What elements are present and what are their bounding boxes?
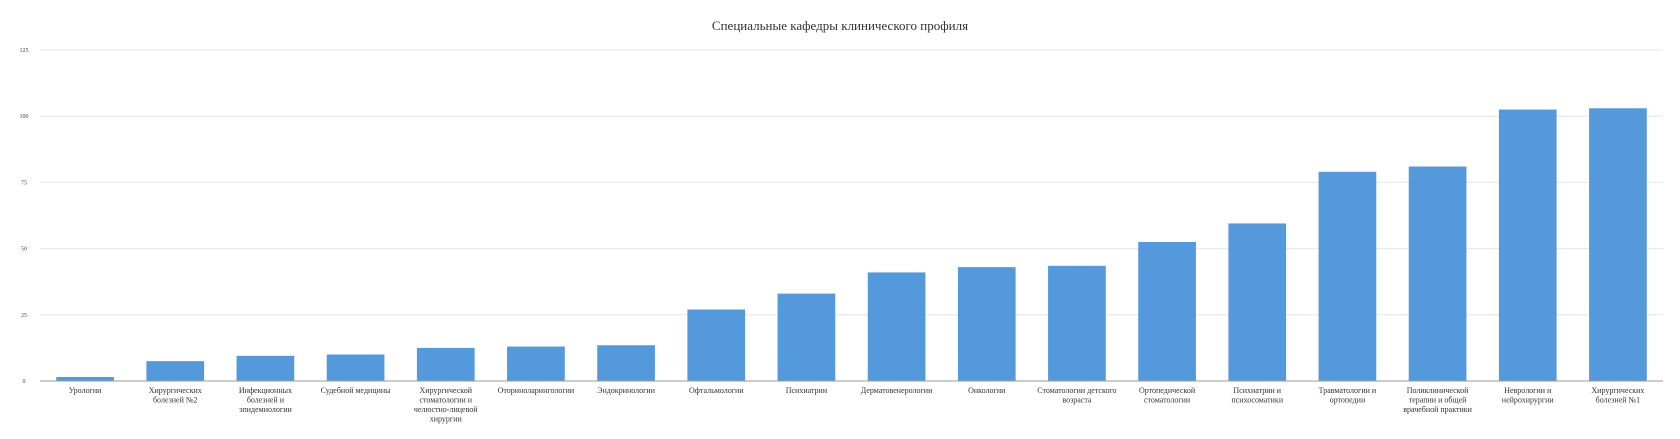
x-tick-label: Инфекционных болезней и эпидемиологии — [239, 386, 293, 414]
x-tick-label: Эндокринологии — [597, 386, 656, 395]
x-tick-label: Травматологии и ортопедии — [1319, 386, 1377, 405]
x-tick-label-line: Травматологии и — [1319, 386, 1377, 395]
x-tick-label: Судебной медицины — [321, 386, 392, 395]
bar — [777, 293, 836, 381]
x-tick-label: Офтальмологии — [689, 386, 744, 395]
x-tick-label-line: Поликлинической — [1407, 386, 1469, 395]
x-tick-label-line: стоматологии — [1144, 396, 1191, 405]
y-axis-ticks: 0 25 50 75 100 125 — [20, 48, 29, 385]
x-tick-label: Психиатрии — [786, 386, 828, 395]
bar — [56, 377, 114, 381]
x-tick-label: Дерматовенерологии — [861, 386, 933, 395]
x-tick-label-line: Инфекционных — [239, 386, 292, 395]
bar — [507, 346, 565, 381]
x-tick-label-line: челюстно-лицевой — [414, 405, 478, 414]
x-tick-label-line: хирургии — [430, 415, 463, 424]
bar — [416, 347, 475, 381]
x-tick-label-line: Онкологии — [968, 386, 1006, 395]
x-tick-label-line: Ортопедической — [1139, 386, 1196, 395]
gridlines — [40, 49, 1663, 316]
x-tick-label-line: Эндокринологии — [597, 386, 656, 395]
x-tick-label-line: Дерматовенерологии — [861, 386, 933, 395]
x-tick-label-line: Судебной медицины — [321, 386, 392, 395]
bar — [326, 354, 385, 381]
y-tick-label: 25 — [21, 313, 27, 319]
x-tick-label: Поликлинической терапии и общей врачебной … — [1403, 386, 1472, 414]
x-tick-label-line: Оториноларингологии — [498, 386, 575, 395]
bar — [146, 361, 205, 381]
x-tick-label-line: эпидемиологии — [239, 405, 292, 414]
y-tick-label: 125 — [20, 48, 29, 54]
x-tick-label-line: Психиатрии и — [1233, 386, 1281, 395]
y-tick-label: 50 — [21, 247, 27, 253]
x-tick-label: Неврологии и нейрохирургии — [1502, 386, 1555, 405]
x-tick-label-line: болезней и — [247, 396, 285, 405]
x-tick-label-line: Психиатрии — [786, 386, 828, 395]
x-tick-label-line: возраста — [1062, 396, 1092, 405]
bar — [1498, 109, 1557, 381]
x-tick-label-line: болезней №2 — [153, 396, 198, 405]
x-tick-label-line: терапии и общей — [1409, 396, 1467, 405]
x-tick-label-line: Стоматологии детского — [1037, 386, 1116, 395]
x-tick-label-line: стоматологии и — [419, 396, 472, 405]
x-tick-label-line: ортопедии — [1330, 396, 1366, 405]
bar — [597, 345, 655, 381]
x-tick-label-line: Хирургической — [419, 386, 472, 395]
bar — [1318, 171, 1377, 381]
x-tick-label-line: Урологии — [69, 386, 102, 395]
bar — [236, 355, 295, 381]
bar — [1408, 166, 1467, 381]
x-tick-label-line: Офтальмологии — [689, 386, 744, 395]
chart-title: Специальные кафедры клинического профиля — [712, 18, 968, 33]
x-tick-label-line: Хирургических — [1591, 386, 1644, 395]
bar — [957, 267, 1016, 381]
x-tick-label: Урологии — [69, 386, 102, 395]
x-tick-label: Оториноларингологии — [498, 386, 575, 395]
bar — [1048, 265, 1106, 381]
y-tick-label: 100 — [20, 114, 29, 120]
x-tick-label: Стоматологии детского возраста — [1037, 386, 1116, 405]
bar — [1589, 108, 1647, 382]
x-tick-label: Хирургических болезней №1 — [1591, 386, 1644, 405]
x-tick-label: Онкологии — [968, 386, 1006, 395]
bar — [687, 309, 746, 381]
x-tick-label: Хирургической стоматологии и челюстно-лице… — [414, 386, 478, 424]
y-tick-label: 0 — [23, 379, 26, 385]
x-tick-label: Ортопедической стоматологии — [1139, 386, 1196, 405]
bars — [56, 108, 1647, 382]
x-tick-label-line: врачебной практики — [1403, 405, 1472, 414]
x-tick-label-line: Неврологии и — [1504, 386, 1552, 395]
x-tick-label-line: Хирургических — [149, 386, 202, 395]
bar — [1228, 223, 1287, 381]
x-tick-label-line: нейрохирургии — [1502, 396, 1555, 405]
x-tick-label-line: психосоматики — [1231, 396, 1283, 405]
x-tick-label-line: болезней №1 — [1596, 396, 1641, 405]
x-tick-label: Хирургических болезней №2 — [149, 386, 202, 405]
x-axis-labels: Урологии Хирургических болезней №2Инфекцио… — [69, 386, 1645, 424]
bar — [867, 272, 926, 381]
x-tick-label: Психиатрии и психосоматики — [1231, 386, 1283, 405]
y-tick-label: 75 — [21, 180, 27, 186]
bar — [1138, 241, 1196, 381]
